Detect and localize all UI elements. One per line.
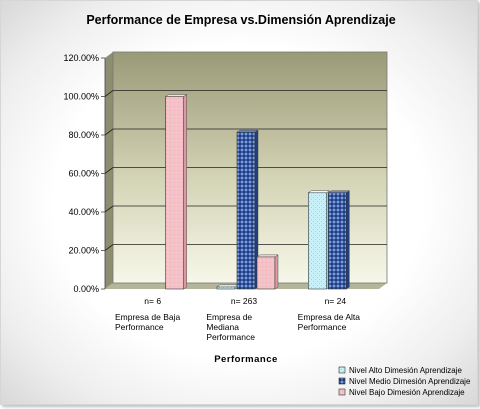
legend: Nivel Alto Dimesión Aprendizaje Nivel Med… xyxy=(338,366,471,397)
legend-swatch xyxy=(338,377,346,385)
grid-line-depth xyxy=(104,244,114,251)
legend-item: Nivel Medio Dimesión Aprendizaje xyxy=(338,377,471,386)
legend-item: Nivel Bajo Dimesión Aprendizaje xyxy=(338,388,465,397)
y-tick-label: 60.00% xyxy=(68,169,99,179)
category-label: n= 263 Empresa de Mediana Performance xyxy=(206,296,257,342)
legend-label: Nivel Alto Dimesión Aprendizaje xyxy=(349,366,462,375)
y-tick-label: 120.00% xyxy=(63,53,99,63)
grid-line-depth xyxy=(104,205,114,213)
legend-swatch xyxy=(338,388,346,396)
bar xyxy=(236,129,259,290)
x-axis-title: Performance xyxy=(214,354,278,365)
category-labels: n= 6 Empresa de Baja Performance n= 263 Empr… xyxy=(115,296,360,342)
category-label: n= 24 Empresa de Alta Performance xyxy=(298,296,361,332)
bar xyxy=(165,94,188,290)
grid-line-depth xyxy=(104,90,114,97)
bar xyxy=(307,190,330,290)
bars xyxy=(165,94,350,290)
bar xyxy=(256,254,279,290)
legend-swatch xyxy=(338,366,346,374)
grid-line-depth xyxy=(104,167,114,174)
category-label: n= 6 Empresa de Baja Performance xyxy=(115,296,180,332)
bar xyxy=(327,190,350,290)
chart-title: Performance de Empresa vs.Dimensión Apre… xyxy=(86,13,395,27)
legend-label: Nivel Bajo Dimesión Aprendizaje xyxy=(349,388,465,397)
y-tick-label: 40.00% xyxy=(68,207,99,217)
y-tick-label: 80.00% xyxy=(68,130,99,140)
grid-line-depth xyxy=(104,128,114,136)
legend-item: Nivel Alto Dimesión Aprendizaje xyxy=(338,366,462,375)
y-tick-label: 20.00% xyxy=(68,246,99,256)
legend-label: Nivel Medio Dimesión Aprendizaje xyxy=(349,377,471,386)
y-axis-ticks: 0.00% 20.00% 40.00% 60.00% 80.00% 100.00% 120.… xyxy=(63,53,106,294)
y-tick-label: 0.00% xyxy=(73,284,99,294)
bar xyxy=(216,284,239,290)
y-tick-label: 100.00% xyxy=(63,92,99,102)
